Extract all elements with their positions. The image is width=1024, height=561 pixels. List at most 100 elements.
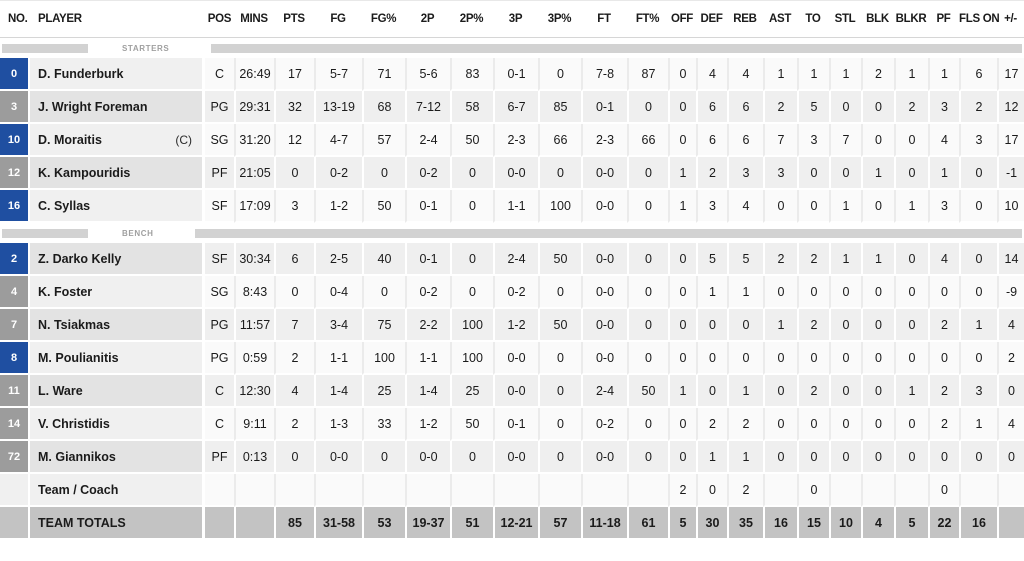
stat-cell-ft_pct: 0 (627, 243, 668, 276)
stat-cell-p3 (493, 474, 538, 507)
stat-cell-plus_minus: 14 (997, 243, 1024, 276)
stat-cell-fls_on: 0 (959, 243, 997, 276)
stat-cell-fg_pct: 0 (362, 276, 405, 309)
stat-cell-to: 5 (797, 91, 829, 124)
stat-cell-ft: 0-0 (581, 190, 627, 223)
stat-cell-pf: 4 (928, 124, 959, 157)
stat-cell-blk: 1 (861, 157, 894, 190)
stat-cell-fg_pct: 57 (362, 124, 405, 157)
column-header-stl: STL (834, 13, 856, 25)
player-number-badge: 4 (0, 276, 30, 309)
stat-cell-def: 0 (696, 309, 727, 342)
stat-cell-fg_pct: 75 (362, 309, 405, 342)
stat-cell-mins (234, 474, 274, 507)
column-header-plus_minus: +/- (1004, 13, 1017, 25)
stat-cell-reb: 2 (727, 408, 763, 441)
stat-cell-reb: 6 (727, 91, 763, 124)
stat-cell-to: 3 (797, 124, 829, 157)
stat-cell-blkr: 1 (894, 375, 928, 408)
stat-cell-pos: C (202, 408, 234, 441)
stat-cell-to: 0 (797, 157, 829, 190)
stat-cell-pts (274, 474, 314, 507)
section-bar: BENCH (0, 223, 1024, 243)
stat-cell-off: 1 (668, 190, 696, 223)
stat-cell-ft: 2-3 (581, 124, 627, 157)
stat-cell-p3: 0-0 (493, 441, 538, 474)
stat-cell-p3_pct: 0 (538, 342, 581, 375)
player-number-badge: 3 (0, 91, 30, 124)
column-header-fls_on: FLS ON (959, 13, 1000, 25)
stat-cell-off: 1 (668, 157, 696, 190)
column-header-ft: FT (597, 13, 611, 25)
stat-cell-p3: 0-1 (493, 58, 538, 91)
section-bar: STARTERS (0, 38, 1024, 58)
player-name-cell: J. Wright Foreman (30, 91, 202, 124)
stat-cell-p2 (405, 474, 450, 507)
stat-cell-stl: 0 (829, 157, 861, 190)
stat-cell-p2: 0-0 (405, 441, 450, 474)
stat-cell-ast: 0 (763, 190, 797, 223)
stat-cell-mins: 0:13 (234, 441, 274, 474)
column-header-player: PLAYER (38, 13, 82, 25)
stat-cell-def: 3 (696, 190, 727, 223)
stat-cell-mins: 8:43 (234, 276, 274, 309)
stat-cell-pos (202, 507, 234, 540)
stat-cell-p2_pct: 0 (450, 157, 493, 190)
captain-marker: (C) (175, 132, 192, 147)
box-score-table: NO. PLAYER POS MINS PTS FG FG% 2P 2P% 3P 3P% FT FT% O… (0, 0, 1024, 540)
stat-cell-fg: 5-7 (314, 58, 362, 91)
stat-cell-pts: 2 (274, 408, 314, 441)
stat-cell-plus_minus: 0 (997, 375, 1024, 408)
player-number-badge: 8 (0, 342, 30, 375)
player-number-badge: 14 (0, 408, 30, 441)
stat-cell-blkr: 0 (894, 441, 928, 474)
stat-cell-reb: 35 (727, 507, 763, 540)
stat-cell-pts: 4 (274, 375, 314, 408)
stat-cell-blkr: 1 (894, 58, 928, 91)
row-label: TEAM TOTALS (38, 515, 126, 530)
stat-cell-fg_pct: 68 (362, 91, 405, 124)
stat-cell-p2: 0-1 (405, 190, 450, 223)
stat-cell-pf: 3 (928, 190, 959, 223)
stat-cell-pos: PF (202, 157, 234, 190)
stat-cell-fls_on: 0 (959, 342, 997, 375)
stat-cell-ast: 1 (763, 58, 797, 91)
column-header-pf: PF (936, 13, 951, 25)
stat-cell-mins: 17:09 (234, 190, 274, 223)
stat-cell-off: 0 (668, 276, 696, 309)
stat-cell-stl: 10 (829, 507, 861, 540)
player-number-badge: 7 (0, 309, 30, 342)
stat-cell-mins: 12:30 (234, 375, 274, 408)
column-header-ft_pct: FT% (635, 13, 660, 25)
stat-cell-to: 0 (797, 474, 829, 507)
stat-cell-p2: 1-4 (405, 375, 450, 408)
stat-cell-mins: 9:11 (234, 408, 274, 441)
table-header: NO. PLAYER POS MINS PTS FG FG% 2P 2P% 3P 3P% FT FT% O… (0, 0, 1024, 38)
stat-cell-plus_minus: 0 (997, 441, 1024, 474)
column-header-reb: REB (733, 13, 757, 25)
stat-cell-p3_pct: 0 (538, 276, 581, 309)
stat-cell-to: 0 (797, 342, 829, 375)
stat-cell-ft_pct: 0 (627, 441, 668, 474)
stat-cell-ft_pct: 61 (627, 507, 668, 540)
stat-cell-p2_pct: 58 (450, 91, 493, 124)
stat-cell-p3_pct: 0 (538, 441, 581, 474)
stat-cell-pts: 0 (274, 276, 314, 309)
column-header-blkr: BLKR (895, 13, 927, 25)
totals-row: TEAM TOTALS 85 31-58 53 19-37 51 12-21 57 11-18 6… (0, 507, 1024, 540)
stat-cell-reb: 0 (727, 342, 763, 375)
stat-cell-p2: 7-12 (405, 91, 450, 124)
stat-cell-plus_minus: 2 (997, 342, 1024, 375)
stat-cell-off: 5 (668, 507, 696, 540)
stat-cell-fg_pct: 33 (362, 408, 405, 441)
stat-cell-p3_pct: 66 (538, 124, 581, 157)
stat-cell-blk: 0 (861, 309, 894, 342)
stat-cell-ast: 0 (763, 441, 797, 474)
stat-cell-pf: 2 (928, 309, 959, 342)
stat-cell-fg: 1-2 (314, 190, 362, 223)
stat-cell-blk: 0 (861, 408, 894, 441)
stat-cell-pts: 7 (274, 309, 314, 342)
stat-cell-fg: 1-1 (314, 342, 362, 375)
stat-cell-p2_pct: 25 (450, 375, 493, 408)
stat-cell-p3_pct: 100 (538, 190, 581, 223)
